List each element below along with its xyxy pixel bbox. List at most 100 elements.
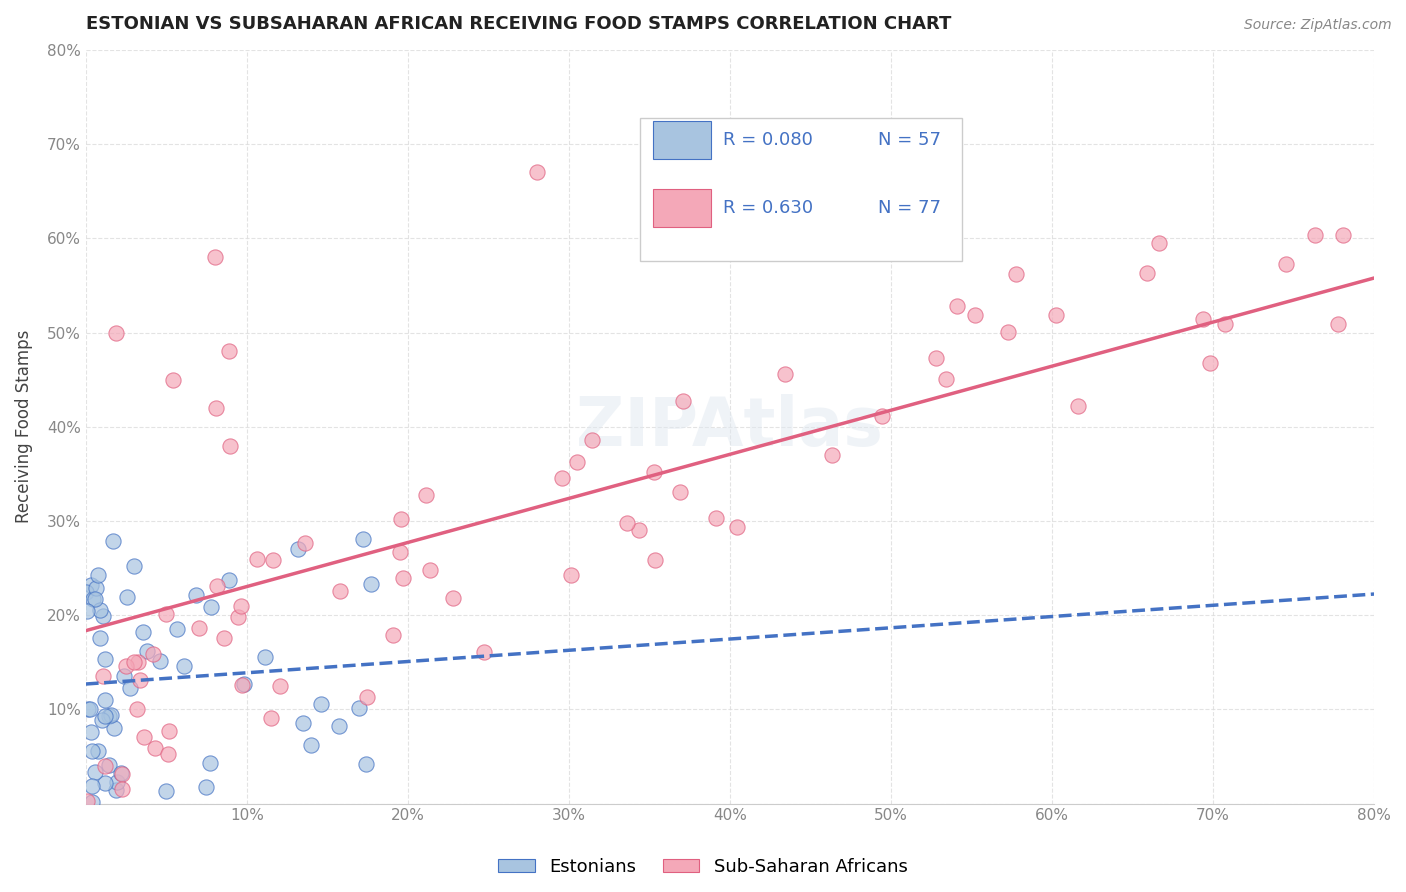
Point bbox=[98, 709, 121, 723]
Point bbox=[388, 544, 411, 558]
Point bbox=[1274, 257, 1296, 271]
Point bbox=[1303, 227, 1326, 242]
Point bbox=[1067, 399, 1090, 413]
Point bbox=[112, 669, 135, 683]
Point bbox=[381, 628, 404, 642]
Legend: Estonians, Sub-Saharan Africans: Estonians, Sub-Saharan Africans bbox=[491, 851, 915, 883]
Point bbox=[94, 652, 117, 666]
Point bbox=[329, 583, 352, 598]
Point bbox=[356, 690, 378, 704]
Point bbox=[204, 401, 226, 415]
Point bbox=[118, 681, 141, 695]
Point bbox=[115, 659, 138, 673]
Point bbox=[79, 702, 101, 716]
Text: N = 57: N = 57 bbox=[879, 131, 941, 149]
Point bbox=[472, 645, 495, 659]
Point bbox=[821, 448, 844, 462]
Point bbox=[136, 644, 159, 658]
Point bbox=[269, 679, 291, 693]
Point bbox=[1147, 235, 1170, 250]
Point bbox=[84, 765, 107, 780]
Point bbox=[259, 711, 281, 725]
Point bbox=[94, 709, 117, 723]
Point bbox=[560, 568, 582, 582]
Point bbox=[103, 721, 125, 735]
Point bbox=[1333, 228, 1355, 243]
Point bbox=[84, 592, 107, 607]
Text: R = 0.080: R = 0.080 bbox=[724, 131, 813, 149]
Point bbox=[132, 624, 155, 639]
Point bbox=[218, 574, 240, 588]
Text: R = 0.080: R = 0.080 bbox=[724, 131, 813, 149]
Point bbox=[155, 607, 177, 621]
Point bbox=[725, 519, 748, 533]
Point bbox=[94, 775, 117, 789]
Point bbox=[80, 724, 103, 739]
Point bbox=[441, 591, 464, 606]
Point bbox=[125, 702, 148, 716]
Point bbox=[565, 455, 588, 469]
Point bbox=[219, 439, 242, 453]
Point bbox=[86, 568, 108, 582]
Point bbox=[184, 588, 207, 602]
Point bbox=[352, 532, 374, 546]
Text: ESTONIAN VS SUBSAHARAN AFRICAN RECEIVING FOOD STAMPS CORRELATION CHART: ESTONIAN VS SUBSAHARAN AFRICAN RECEIVING… bbox=[86, 15, 950, 33]
Point bbox=[328, 718, 350, 732]
Point bbox=[704, 511, 727, 525]
Point bbox=[1326, 317, 1348, 331]
Text: N = 77: N = 77 bbox=[879, 199, 941, 217]
Point bbox=[1213, 317, 1236, 331]
Y-axis label: Receiving Food Stamps: Receiving Food Stamps bbox=[15, 330, 32, 524]
Point bbox=[87, 744, 110, 758]
Point bbox=[997, 326, 1019, 340]
Point bbox=[1198, 356, 1220, 370]
Point bbox=[156, 747, 179, 761]
Point bbox=[194, 780, 217, 794]
Point bbox=[218, 344, 240, 359]
Point bbox=[233, 677, 256, 691]
Point bbox=[299, 739, 322, 753]
FancyBboxPatch shape bbox=[640, 118, 962, 260]
Point bbox=[672, 394, 695, 409]
Point bbox=[104, 326, 127, 340]
Point bbox=[89, 603, 111, 617]
Point bbox=[389, 512, 412, 526]
Point bbox=[291, 715, 314, 730]
Point bbox=[91, 609, 114, 624]
Point bbox=[157, 723, 180, 738]
Point bbox=[946, 299, 969, 313]
Point bbox=[643, 466, 665, 480]
Point bbox=[773, 367, 796, 381]
Point bbox=[101, 534, 124, 549]
Point bbox=[89, 631, 111, 645]
Point bbox=[117, 591, 139, 605]
Point bbox=[110, 782, 132, 797]
Point bbox=[105, 774, 128, 789]
Point bbox=[173, 659, 195, 673]
Point bbox=[129, 673, 152, 688]
Point bbox=[1191, 312, 1213, 326]
Point bbox=[80, 744, 103, 758]
Point bbox=[253, 650, 276, 665]
Point bbox=[616, 516, 638, 531]
Point bbox=[188, 621, 211, 635]
Point bbox=[200, 599, 222, 614]
Text: N = 57: N = 57 bbox=[879, 131, 941, 149]
Point bbox=[551, 471, 574, 485]
FancyBboxPatch shape bbox=[652, 121, 710, 159]
Point bbox=[638, 231, 661, 245]
Point bbox=[76, 702, 98, 716]
Point bbox=[1136, 266, 1159, 280]
Point bbox=[419, 562, 441, 576]
Point bbox=[347, 701, 370, 715]
Point bbox=[262, 552, 284, 566]
Point bbox=[294, 536, 316, 550]
FancyBboxPatch shape bbox=[652, 121, 710, 159]
Point bbox=[75, 585, 97, 599]
Point bbox=[526, 165, 548, 179]
Point bbox=[1045, 308, 1067, 322]
Point bbox=[360, 577, 382, 591]
Point bbox=[124, 559, 146, 574]
Point bbox=[644, 553, 666, 567]
Point bbox=[80, 577, 103, 591]
